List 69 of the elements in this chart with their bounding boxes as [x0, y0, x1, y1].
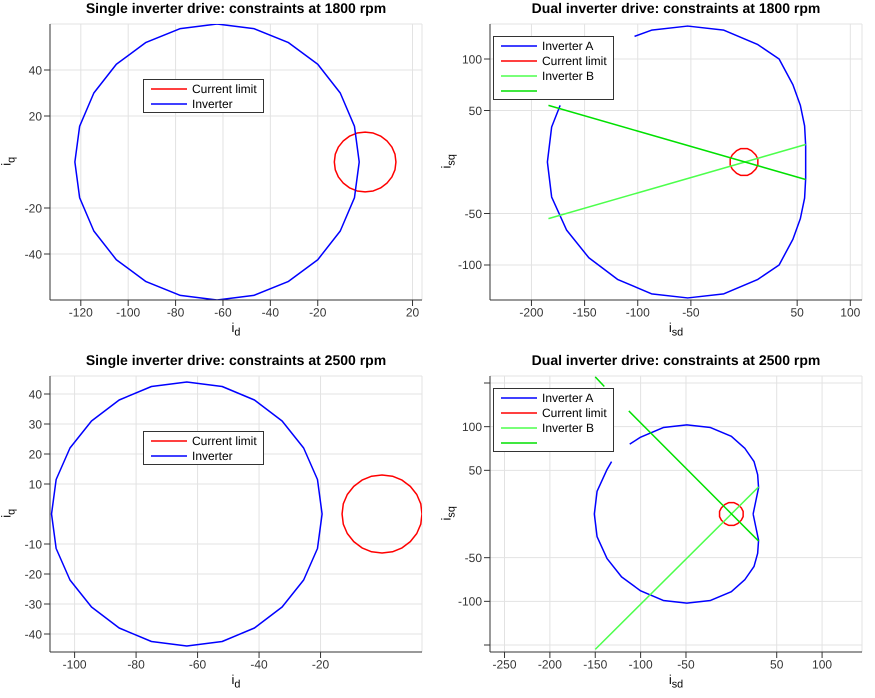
- x-tick-label: 20: [406, 306, 420, 320]
- x-tick-label: -80: [166, 306, 185, 320]
- chart-title: Dual inverter drive: constraints at 2500 rpm: [530, 352, 822, 368]
- legend-label: Current limit: [192, 82, 257, 96]
- x-tick-label: -50: [677, 658, 695, 672]
- x-tick-label: -120: [68, 306, 94, 320]
- x-tick-label: -40: [250, 658, 268, 672]
- y-tick-label: 20: [28, 109, 42, 124]
- x-tick-label: 50: [770, 658, 784, 672]
- x-tick-label: -40: [262, 306, 280, 320]
- y-tick-label: -100: [458, 594, 482, 609]
- x-tick-label: -200: [519, 306, 544, 320]
- x-tick-label: 100: [812, 658, 832, 672]
- y-tick-label: 100: [462, 52, 482, 66]
- y-tick-label: -20: [24, 567, 42, 582]
- legend-label: Inverter: [192, 96, 233, 111]
- x-axis-title: i$_{sd}$: [668, 672, 684, 691]
- y-tick-label: -50: [464, 206, 482, 221]
- legend-label: Inverter A: [542, 390, 594, 404]
- line-series: [729, 148, 759, 176]
- x-tick-label: -50: [682, 306, 700, 320]
- x-tick-label: -250: [492, 658, 517, 672]
- y-tick-label: -40: [24, 627, 42, 642]
- x-tick-label: -150: [583, 658, 608, 672]
- y-tick-label: 50: [468, 464, 482, 478]
- line-series: [341, 474, 422, 554]
- legend-label: Inverter B: [542, 68, 594, 82]
- line-series: [50, 381, 323, 647]
- legend-label: Inverter B: [542, 420, 594, 434]
- x-tick-label: -60: [188, 658, 207, 672]
- x-tick-label: -80: [127, 658, 146, 672]
- y-tick-label: 40: [28, 63, 42, 78]
- legend-label: Inverter A: [542, 38, 594, 52]
- chart-title: Dual inverter drive: constraints at 1800 rpm: [530, 0, 822, 16]
- y-tick-label: -30: [24, 597, 42, 612]
- x-tick-label: -200: [538, 658, 562, 672]
- chart-title: Single inverter drive: constraints at 2500 rpm: [84, 352, 388, 368]
- line-series: [718, 502, 744, 526]
- y-tick-label: -50: [464, 550, 482, 565]
- x-tick-label: -100: [626, 306, 650, 320]
- line-series: [334, 131, 397, 193]
- legend-label: Current limit: [542, 54, 607, 68]
- x-tick-label: -60: [214, 306, 232, 320]
- legend-label: Inverter: [192, 448, 233, 463]
- chart-title: Single inverter drive: constraints at 1800 rpm: [84, 0, 388, 16]
- y-tick-label: -40: [24, 247, 42, 262]
- x-tick-label: -150: [572, 306, 597, 320]
- y-tick-label: 30: [28, 417, 42, 432]
- x-tick-label: 50: [790, 306, 804, 320]
- x-tick-label: -20: [312, 658, 330, 672]
- y-tick-label: -20: [24, 201, 42, 216]
- y-tick-label: 100: [462, 420, 482, 434]
- y-tick-label: 40: [28, 387, 42, 402]
- y-tick-label: 10: [28, 477, 42, 492]
- y-tick-label: -10: [24, 537, 42, 552]
- y-tick-label: 20: [28, 447, 42, 462]
- x-tick-label: -100: [116, 306, 141, 320]
- x-tick-label: -100: [628, 658, 653, 672]
- legend-label: Current limit: [192, 434, 257, 448]
- x-axis-title: i$_{sd}$: [668, 320, 684, 339]
- x-tick-label: -100: [62, 658, 87, 672]
- legend-label: Current limit: [542, 406, 607, 420]
- line-series: [74, 24, 360, 300]
- y-tick-label: -100: [458, 258, 482, 272]
- x-tick-label: 100: [840, 306, 861, 320]
- y-tick-label: 50: [468, 104, 482, 118]
- x-axis-title: i$_{d}$: [230, 320, 242, 339]
- x-axis-title: i$_{d}$: [230, 672, 242, 691]
- x-tick-label: -20: [309, 306, 327, 320]
